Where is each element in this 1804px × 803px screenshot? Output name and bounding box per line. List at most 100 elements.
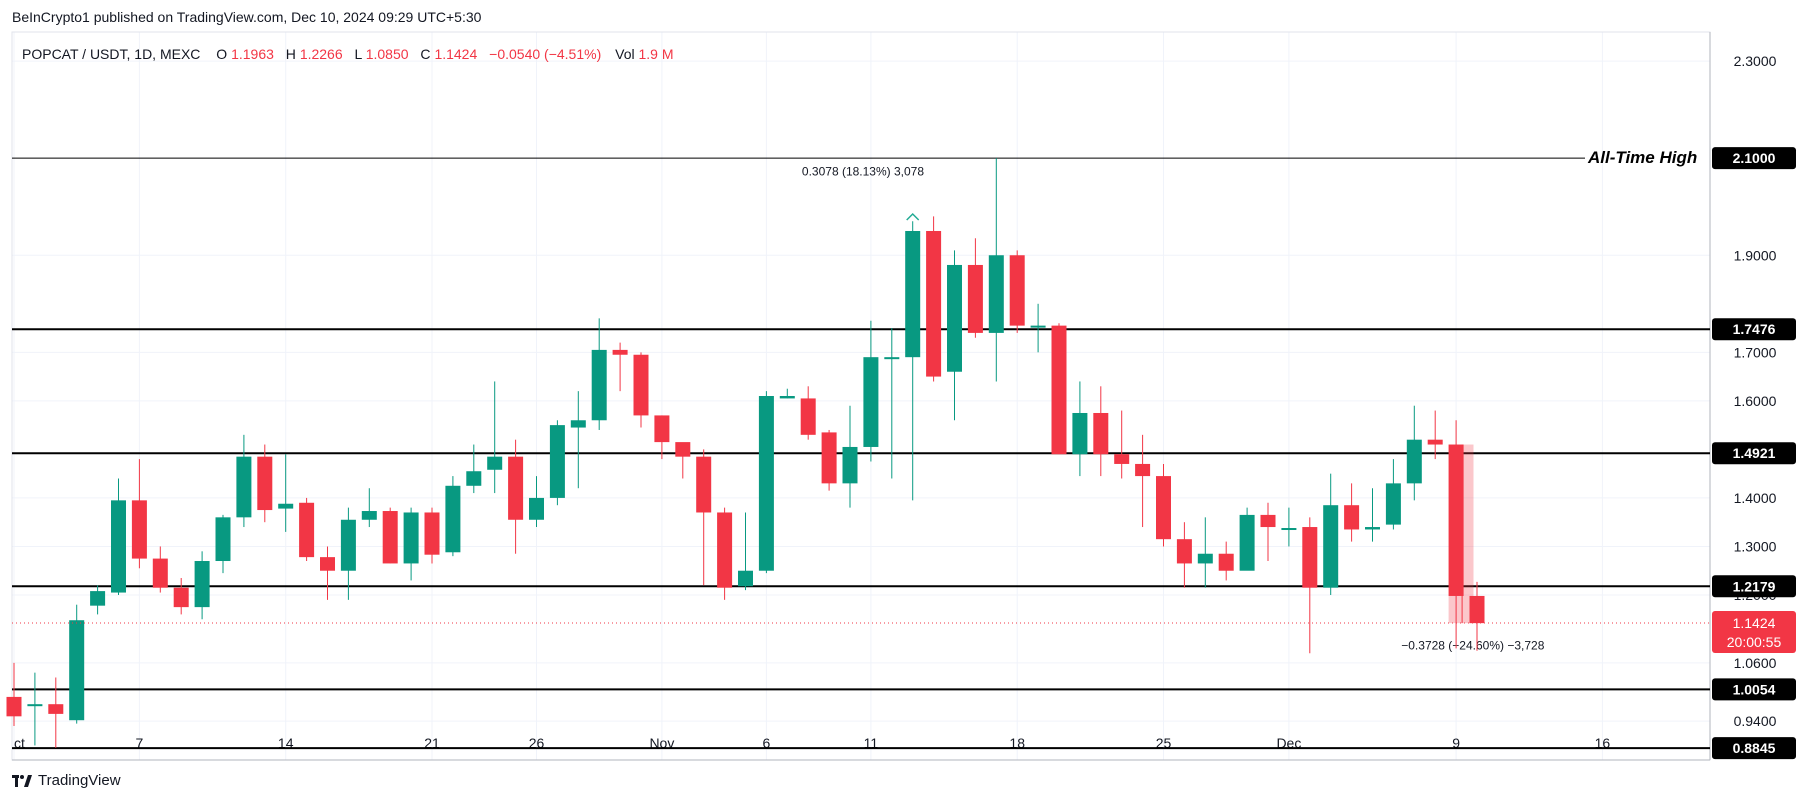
candle-body — [1344, 505, 1360, 530]
support-resistance-levels: All-Time High 2.1000 1.7476 1.4921 1.2179 1.0… — [12, 147, 1796, 760]
candle-body — [717, 512, 733, 588]
candle-body — [466, 471, 482, 486]
candle-body — [340, 519, 356, 571]
legend-h-label: H — [286, 46, 296, 62]
x-tick-label: 18 — [1009, 735, 1025, 751]
candle-body — [591, 349, 607, 421]
candle-body — [633, 354, 649, 416]
legend-close: 1.1424 — [434, 46, 477, 62]
candle-body — [967, 264, 983, 333]
candle-body — [654, 415, 670, 443]
candle-body — [382, 511, 398, 564]
candle-body — [320, 557, 335, 571]
level-price-label: 1.0054 — [1733, 681, 1776, 697]
current-price: 1.1424 20:00:55 — [12, 610, 1796, 653]
y-tick-label: 1.0600 — [1734, 655, 1777, 671]
candle-body — [48, 704, 64, 714]
candle-body — [257, 456, 273, 511]
x-tick-label: 16 — [1595, 735, 1611, 751]
x-tick-label: 25 — [1156, 735, 1172, 751]
current-price-label: 1.1424 — [1733, 615, 1776, 631]
legend-high: 1.2266 — [300, 46, 343, 62]
y-tick-label: 0.9400 — [1734, 713, 1777, 729]
candle-body — [612, 349, 628, 355]
candle-body — [487, 456, 503, 470]
level-price-tag — [1712, 318, 1796, 341]
level-price-label: 1.2179 — [1733, 578, 1776, 594]
candle-body — [445, 485, 461, 553]
candle-body — [1469, 595, 1485, 624]
ath-label: All-Time High — [1587, 148, 1697, 167]
level-price-tag — [1712, 147, 1796, 170]
time-axis[interactable]: ct 7 14 21 26 Nov 6 11 18 25 Dec 9 16 — [14, 735, 1610, 751]
candle-body — [821, 432, 837, 484]
y-tick-label: 1.9000 — [1734, 247, 1777, 263]
candle-body — [529, 497, 544, 520]
candle-body — [1051, 325, 1067, 455]
legend-low: 1.0850 — [366, 46, 409, 62]
candle-body — [6, 696, 22, 717]
candle-body — [299, 502, 315, 558]
candle-body — [884, 357, 900, 360]
y-tick-label: 1.6000 — [1734, 393, 1777, 409]
candles[interactable] — [6, 158, 1485, 748]
candle-body — [675, 442, 691, 457]
level-price-tag — [1712, 575, 1796, 598]
y-tick-label: 1.4000 — [1734, 490, 1777, 506]
x-tick-label: Nov — [649, 735, 674, 751]
candle-body — [90, 591, 106, 606]
level-price-label: 1.7476 — [1733, 321, 1776, 337]
candle-body — [194, 561, 210, 608]
y-tick-label: 1.7000 — [1734, 344, 1777, 360]
x-tick-label: 6 — [763, 735, 771, 751]
candle-body — [111, 500, 126, 593]
candle-body — [403, 512, 419, 564]
candle-body — [1114, 454, 1130, 464]
candle-body — [1197, 553, 1213, 564]
candle-body — [173, 587, 189, 608]
legend-l-label: L — [355, 46, 363, 62]
candle-body — [947, 264, 962, 372]
candle-body — [1135, 463, 1151, 477]
candle-body — [570, 420, 586, 428]
tradingview-logo-icon — [12, 774, 32, 787]
candle-body — [131, 500, 147, 559]
candle-body — [1156, 476, 1171, 540]
legend-symbol: POPCAT / USDT, 1D, MEXC — [22, 46, 200, 62]
level-price-label: 1.4921 — [1733, 445, 1776, 461]
level-price-tag — [1712, 678, 1796, 701]
candle-body — [361, 511, 377, 520]
x-tick-label: 14 — [278, 735, 294, 751]
candle-body — [215, 517, 231, 562]
legend: POPCAT / USDT, 1D, MEXC O 1.1963 H 1.226… — [22, 46, 674, 62]
legend-o-label: O — [216, 46, 227, 62]
candle-body — [1009, 255, 1025, 326]
candle-body — [1302, 527, 1318, 588]
measure-down-label: −0.3728 (−24.60%) −3,728 — [1401, 639, 1544, 653]
candle-body — [696, 456, 712, 513]
candle-body — [1176, 539, 1192, 564]
x-tick-label: 26 — [529, 735, 545, 751]
candle-body — [988, 255, 1004, 333]
measure-up-label: 0.3078 (18.13%) 3,078 — [802, 164, 924, 178]
candle-body — [905, 230, 921, 358]
current-price-tag — [1712, 610, 1796, 653]
x-tick-label: 9 — [1452, 735, 1460, 751]
candle-body — [1427, 439, 1443, 445]
candle-body — [842, 446, 858, 484]
legend-vol-label: Vol — [615, 46, 634, 62]
candle-timer-label: 20:00:55 — [1727, 634, 1782, 650]
candle-body — [863, 357, 879, 447]
y-tick-label: 1.3000 — [1734, 538, 1777, 554]
x-tick-label: 7 — [136, 735, 144, 751]
tradingview-logo[interactable]: TradingView — [12, 772, 121, 789]
candle-body — [1323, 505, 1339, 588]
candle-body — [1239, 514, 1255, 571]
x-tick-label: Dec — [1276, 735, 1301, 751]
legend-open: 1.1963 — [231, 46, 274, 62]
candle-body — [69, 620, 85, 721]
legend-volume: 1.9 M — [639, 46, 674, 62]
candle-body — [1281, 528, 1297, 531]
x-tick-label: 21 — [424, 735, 440, 751]
